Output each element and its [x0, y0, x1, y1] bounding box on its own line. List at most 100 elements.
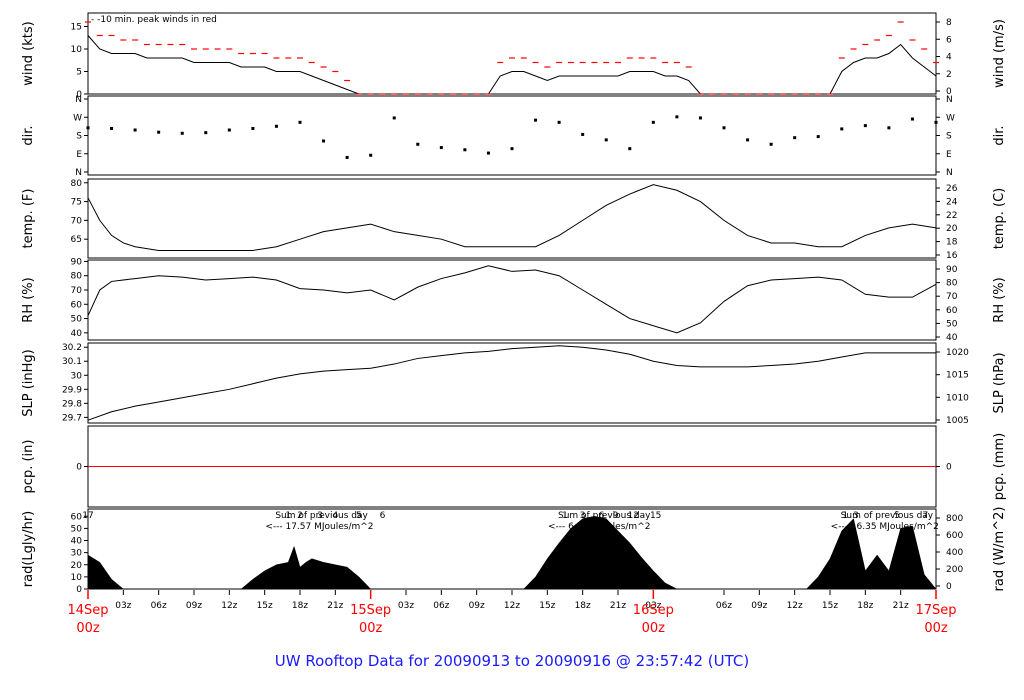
rad-right-tick-label: 200: [946, 565, 963, 575]
rad-hour-label: 2: [297, 511, 303, 521]
rh-right-tick-label: 40: [946, 333, 958, 343]
wind-right-tick-label: 2: [946, 70, 952, 80]
rad-hour-label: 7: [923, 511, 929, 521]
hour-tick-label: 03z: [115, 601, 131, 611]
wind-right-label: wind (m/s): [992, 19, 1007, 88]
dir-right-label: dir.: [992, 125, 1007, 145]
pcp-left-label: pcp. (in): [21, 440, 36, 494]
hour-tick-label: 15z: [257, 601, 273, 611]
dir-point: [251, 126, 255, 130]
hour-tick-label: 12z: [504, 601, 520, 611]
hour-tick-label: 09z: [469, 601, 485, 611]
rad-left-tick-label: 60: [71, 512, 83, 522]
hour-tick-label: 18z: [575, 601, 591, 611]
hour-tick-label: 12z: [787, 601, 803, 611]
rh-right-label: RH (%): [992, 277, 1007, 322]
rad-sum-line2: <--- 6.19 MJoules/m^2: [548, 522, 650, 532]
dir-left-tick-label: N: [75, 168, 82, 178]
dir-right-tick-label: E: [946, 150, 952, 160]
dir-point: [746, 138, 750, 142]
dir-point: [463, 148, 467, 152]
day-label: 17Sep: [915, 603, 956, 618]
rad-sum-line1: Sum of previous day: [841, 511, 934, 521]
rad-hour-label: 6: [599, 511, 605, 521]
dir-left-tick-label: W: [73, 113, 82, 123]
slp-right-label: SLP (hPa): [992, 352, 1007, 413]
temp-right-tick-label: 18: [946, 238, 958, 248]
rh-left-tick-label: 50: [71, 315, 83, 325]
rad-hour-label: 3: [853, 511, 859, 521]
temp-right-tick-label: 16: [946, 251, 958, 261]
panel-temp: temp. (F) temp. (C) 65 70 75 80 16 18 20 22 24 26: [21, 178, 1007, 261]
hour-tick-label: 21z: [893, 601, 909, 611]
hour-tick-label: 15z: [822, 601, 838, 611]
rad-hour-label: 6: [380, 511, 386, 521]
rad-left-tick-label: 50: [71, 524, 83, 534]
rad-sum-line1: Sum of previous day: [558, 511, 651, 521]
dir-point: [604, 138, 608, 142]
dir-left-tick-label: S: [76, 132, 82, 142]
hour-tick-label: 06z: [433, 601, 449, 611]
temp-right-label: temp. (C): [992, 188, 1007, 250]
rh-left-tick-label: 90: [71, 257, 83, 267]
wind-right-tick-label: 6: [946, 35, 952, 45]
time-axis: 03z 06z 09z 12z 15z 18z 21z 03z 06z 09z 12z 15z 18z 2…: [67, 590, 957, 636]
slp-right-tick-label: 1010: [946, 393, 969, 403]
dir-right-tick-label: N: [946, 168, 953, 178]
pcp-right-tick-label: 0: [946, 463, 952, 473]
panel-rh: RH (%) RH (%) 40 50 60 70 80 90 40 50 60 70 80 90: [21, 257, 1007, 343]
rh-right-tick-label: 50: [946, 319, 958, 329]
day-label: 14Sep: [67, 603, 108, 618]
panel-wind: wind (kts) wind (m/s) 0 5 10 15 0 2 4 6 8 - -10 min…: [21, 12, 1007, 100]
rad-hour-label: 3: [580, 511, 586, 521]
dir-point: [863, 124, 867, 128]
slp-left-label: SLP (inHg): [21, 349, 36, 417]
rad-hour-label: 5: [894, 511, 900, 521]
rh-series-line: [87, 265, 937, 334]
dir-right-tick-label: W: [946, 113, 955, 123]
dir-point: [274, 124, 278, 128]
hour-tick-label: 21z: [327, 601, 343, 611]
rh-right-tick-label: 90: [946, 265, 958, 275]
wind-left-label: wind (kts): [21, 21, 36, 85]
wind-left-tick-label: 5: [76, 68, 82, 78]
dir-point: [486, 151, 490, 155]
rh-right-tick-label: 80: [946, 279, 958, 289]
temp-series-line: [87, 184, 937, 251]
dir-right-tick-label: N: [946, 95, 953, 105]
slp-left-tick-label: 29.7: [62, 413, 82, 423]
dir-frame: [87, 95, 937, 176]
hour-tick-label: 03z: [645, 601, 661, 611]
dir-left-label: dir.: [21, 125, 36, 145]
temp-right-tick-label: 20: [946, 224, 958, 234]
slp-left-tick-label: 29.8: [62, 399, 82, 409]
panel-rad: rad(Lgly/hr) rad (W/m^2)01020304050600200…: [21, 507, 1007, 595]
wind-right-tick-label: 0: [946, 87, 952, 97]
slp-frame: [87, 342, 937, 424]
rad-hour-label: 4: [332, 511, 338, 521]
dir-point: [816, 135, 820, 139]
temp-left-tick-label: 65: [71, 235, 82, 245]
wind-annotation: - -10 min. peak winds in red: [91, 15, 217, 25]
hour-tick-label: 09z: [186, 601, 202, 611]
slp-right-tick-label: 1020: [946, 348, 969, 358]
rad-sum-line2: <--- 16.35 MJoules/m^2: [831, 522, 939, 532]
rad-right-tick-label: 800: [946, 514, 963, 524]
panel-pcp: pcp. (in) pcp. (mm) 0 0: [21, 425, 1007, 508]
rad-left-tick-label: 0: [76, 585, 82, 595]
temp-frame: [87, 178, 937, 259]
rad-right-label: rad (W/m^2): [992, 507, 1007, 592]
dir-point: [934, 120, 938, 124]
rh-left-tick-label: 80: [71, 272, 83, 282]
dir-point: [322, 139, 326, 143]
dir-point: [439, 146, 443, 150]
rad-hour-label: 9: [613, 511, 619, 521]
dir-point: [698, 116, 702, 120]
day-hour-label: 00z: [76, 621, 100, 636]
day-label: 16Sep: [633, 603, 674, 618]
slp-left-tick-label: 30.1: [62, 357, 82, 367]
dir-point: [793, 136, 797, 140]
dir-point: [180, 131, 184, 135]
wind-left-tick-label: 10: [71, 45, 83, 55]
